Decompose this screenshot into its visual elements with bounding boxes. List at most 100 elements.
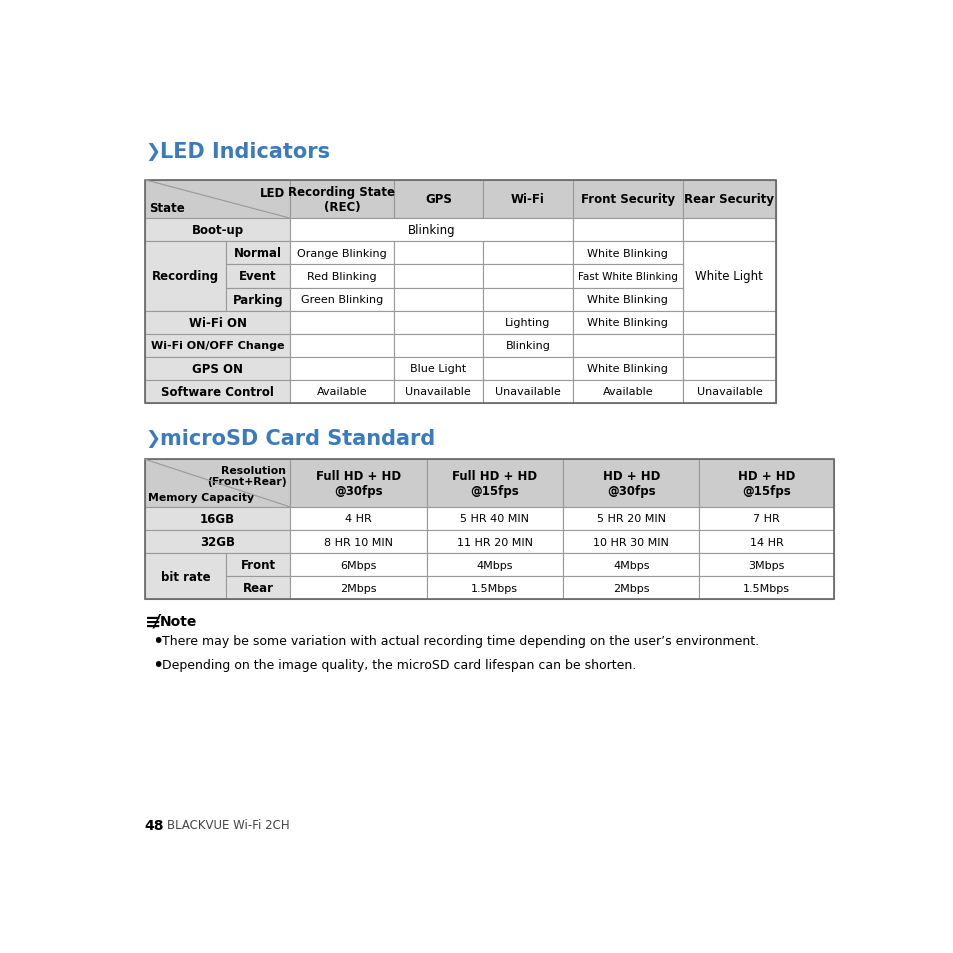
Text: There may be some variation with actual recording time depending on the user’s e: There may be some variation with actual … — [162, 635, 759, 648]
Bar — [145, 357, 290, 380]
Text: White Blinking: White Blinking — [587, 364, 667, 374]
Bar — [290, 219, 572, 242]
Bar — [426, 507, 562, 531]
Bar — [482, 265, 572, 288]
Text: 1.5Mbps: 1.5Mbps — [742, 583, 789, 593]
Text: HD + HD
@15fps: HD + HD @15fps — [738, 470, 795, 497]
Text: ≡: ≡ — [145, 612, 161, 631]
Bar — [394, 265, 482, 288]
Text: ❯: ❯ — [145, 429, 160, 447]
Text: BLACKVUE Wi-Fi 2CH: BLACKVUE Wi-Fi 2CH — [167, 819, 290, 832]
Bar — [394, 312, 482, 335]
Bar — [572, 180, 682, 219]
Bar — [145, 554, 226, 599]
Bar — [145, 180, 290, 219]
Bar — [145, 380, 290, 403]
Text: Available: Available — [316, 387, 367, 397]
Bar — [482, 357, 572, 380]
Bar — [394, 335, 482, 357]
Bar — [145, 180, 775, 403]
Bar — [572, 335, 682, 357]
Text: Memory Capacity: Memory Capacity — [148, 493, 253, 503]
Text: Rear: Rear — [242, 581, 274, 595]
Text: 1.5Mbps: 1.5Mbps — [471, 583, 517, 593]
Bar — [562, 554, 699, 577]
Text: 6Mbps: 6Mbps — [340, 560, 376, 570]
Bar — [226, 554, 290, 577]
Text: 7 HR: 7 HR — [753, 514, 780, 524]
Bar — [682, 312, 775, 335]
Text: Unavailable: Unavailable — [405, 387, 471, 397]
Bar — [290, 242, 394, 265]
Text: 4 HR: 4 HR — [345, 514, 372, 524]
Bar — [394, 357, 482, 380]
Bar — [482, 312, 572, 335]
Text: White Blinking: White Blinking — [587, 317, 667, 328]
Text: Available: Available — [602, 387, 653, 397]
Bar — [290, 507, 426, 531]
Bar — [572, 312, 682, 335]
Bar — [682, 335, 775, 357]
Text: 2Mbps: 2Mbps — [613, 583, 649, 593]
Text: White Blinking: White Blinking — [587, 294, 667, 305]
Bar — [290, 265, 394, 288]
Bar — [290, 554, 426, 577]
Text: 4Mbps: 4Mbps — [476, 560, 513, 570]
Text: White Blinking: White Blinking — [587, 249, 667, 258]
Bar — [699, 554, 833, 577]
Text: Wi-Fi ON/OFF Change: Wi-Fi ON/OFF Change — [151, 341, 284, 351]
Bar — [290, 380, 394, 403]
Text: •: • — [152, 632, 163, 651]
Text: HD + HD
@30fps: HD + HD @30fps — [602, 470, 659, 497]
Bar — [290, 312, 394, 335]
Bar — [226, 265, 290, 288]
Bar — [394, 180, 482, 219]
Text: 3Mbps: 3Mbps — [748, 560, 784, 570]
Bar — [562, 507, 699, 531]
Bar — [482, 288, 572, 312]
Bar — [226, 577, 290, 599]
Text: Wi-Fi: Wi-Fi — [511, 193, 544, 206]
Bar — [572, 380, 682, 403]
Bar — [682, 180, 775, 219]
Text: Normal: Normal — [233, 247, 282, 260]
Bar — [572, 242, 682, 265]
Bar — [426, 459, 562, 507]
Text: Blue Light: Blue Light — [410, 364, 466, 374]
Text: ❯: ❯ — [145, 143, 160, 161]
Bar — [290, 357, 394, 380]
Bar — [572, 265, 682, 288]
Bar — [145, 459, 833, 599]
Bar — [145, 459, 290, 507]
Text: GPS: GPS — [424, 193, 452, 206]
Bar — [572, 357, 682, 380]
Text: bit rate: bit rate — [160, 570, 210, 583]
Bar — [226, 288, 290, 312]
Text: Fast White Blinking: Fast White Blinking — [578, 272, 677, 282]
Text: 5 HR 40 MIN: 5 HR 40 MIN — [460, 514, 529, 524]
Text: Wi-Fi ON: Wi-Fi ON — [189, 316, 246, 330]
Text: 2Mbps: 2Mbps — [340, 583, 376, 593]
Text: Orange Blinking: Orange Blinking — [296, 249, 386, 258]
Text: Recording: Recording — [152, 270, 219, 283]
Bar — [145, 531, 290, 554]
Text: •: • — [152, 655, 163, 674]
Text: Unavailable: Unavailable — [495, 387, 560, 397]
Bar — [572, 288, 682, 312]
Bar — [682, 219, 775, 242]
Text: 32GB: 32GB — [200, 536, 234, 549]
Bar — [426, 554, 562, 577]
Bar — [682, 242, 775, 312]
Bar — [426, 531, 562, 554]
Bar — [682, 380, 775, 403]
Bar — [145, 507, 290, 531]
Bar — [482, 242, 572, 265]
Bar — [145, 242, 226, 312]
Text: 48: 48 — [145, 818, 164, 832]
Bar — [394, 380, 482, 403]
Text: Front Security: Front Security — [580, 193, 674, 206]
Text: Full HD + HD
@30fps: Full HD + HD @30fps — [315, 470, 400, 497]
Text: 16GB: 16GB — [200, 513, 234, 525]
Bar — [145, 219, 290, 242]
Bar — [562, 577, 699, 599]
